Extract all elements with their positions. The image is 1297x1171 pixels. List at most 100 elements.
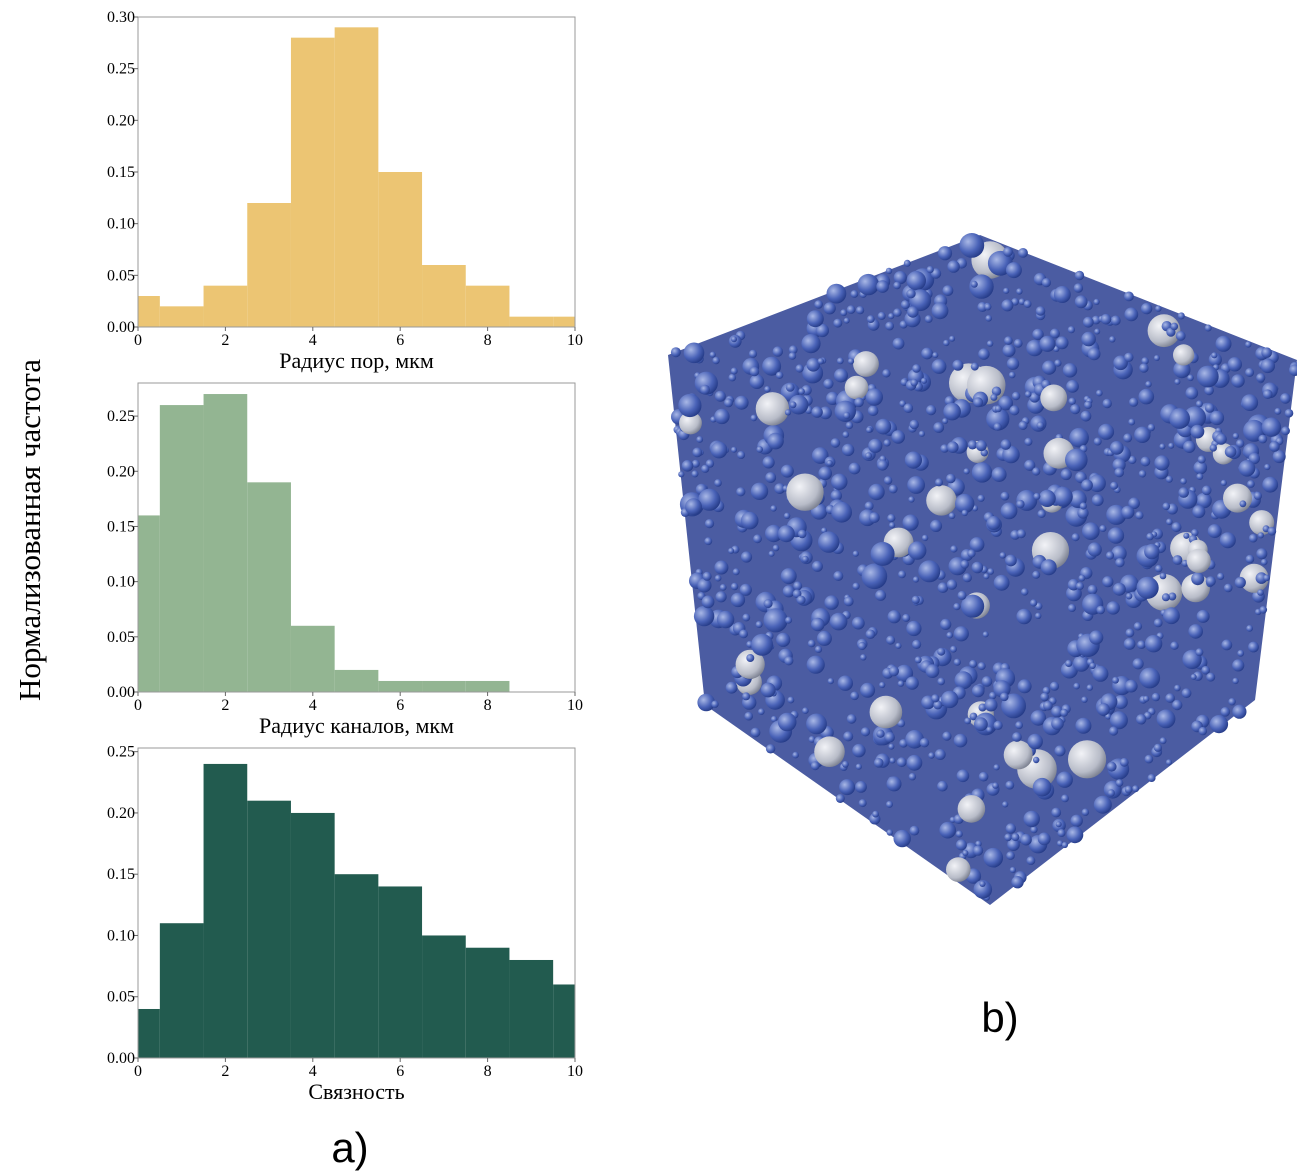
pore-sphere bbox=[702, 596, 715, 609]
pore-sphere bbox=[1062, 842, 1068, 848]
pore-sphere bbox=[1196, 648, 1204, 656]
pore-sphere bbox=[1039, 490, 1056, 507]
pore-sphere bbox=[919, 431, 925, 437]
pore-sphere bbox=[1139, 363, 1148, 372]
pore-sphere bbox=[1126, 593, 1133, 600]
pore-sphere bbox=[1261, 347, 1272, 358]
pore-sphere bbox=[1016, 609, 1031, 624]
pore-sphere bbox=[824, 595, 838, 609]
bar bbox=[291, 626, 335, 692]
pore-sphere bbox=[1012, 392, 1020, 400]
pore-sphere bbox=[731, 336, 737, 342]
pore-sphere bbox=[712, 357, 719, 364]
y-tick-label: 0.20 bbox=[107, 463, 135, 480]
pore-sphere bbox=[758, 708, 765, 715]
pore-sphere bbox=[1191, 674, 1197, 680]
pore-sphere bbox=[875, 590, 886, 601]
pore-sphere bbox=[731, 368, 738, 375]
pore-sphere bbox=[705, 519, 714, 528]
pore-sphere bbox=[1110, 482, 1118, 490]
pore-sphere bbox=[1027, 856, 1036, 865]
pore-sphere bbox=[943, 403, 961, 421]
pore-sphere bbox=[1068, 326, 1075, 333]
pore-sphere bbox=[770, 505, 776, 511]
pore-sphere bbox=[947, 260, 959, 272]
pore-sphere bbox=[932, 302, 949, 319]
pore-sphere bbox=[1073, 655, 1090, 672]
pore-sphere bbox=[858, 274, 879, 295]
pore-sphere bbox=[773, 545, 780, 552]
pore-sphere bbox=[789, 352, 797, 360]
y-tick-label: 0.15 bbox=[107, 518, 135, 535]
pore-sphere bbox=[1239, 460, 1256, 477]
pore-sphere bbox=[1097, 703, 1110, 716]
pore-sphere bbox=[902, 614, 910, 622]
pore-sphere bbox=[1124, 353, 1133, 362]
pore-sphere bbox=[818, 467, 832, 481]
pore-sphere bbox=[1092, 666, 1108, 682]
pore-sphere bbox=[1032, 467, 1040, 475]
y-tick-label: 0.05 bbox=[107, 629, 135, 646]
pore-sphere bbox=[935, 749, 946, 760]
pore-sphere bbox=[715, 575, 722, 582]
pore-sphere bbox=[847, 305, 856, 314]
pore-sphere bbox=[972, 462, 992, 482]
pore-sphere bbox=[1051, 717, 1064, 730]
pore-sphere bbox=[908, 496, 914, 502]
pore-sphere bbox=[1032, 571, 1040, 579]
pore-sphere bbox=[773, 346, 783, 356]
pore-sphere bbox=[849, 463, 861, 475]
x-axis-label: Радиус пор, мкм bbox=[279, 348, 434, 373]
pore-sphere bbox=[867, 315, 875, 323]
pore-sphere bbox=[1004, 834, 1012, 842]
y-tick-label: 0.00 bbox=[107, 1050, 135, 1067]
pore-sphere bbox=[976, 440, 987, 451]
pore-sphere bbox=[1033, 757, 1039, 763]
pore-sphere bbox=[942, 732, 951, 741]
pore-sphere bbox=[1080, 502, 1087, 509]
pore-sphere bbox=[1081, 332, 1096, 347]
pore-sphere bbox=[1148, 774, 1156, 782]
pore-sphere bbox=[812, 561, 823, 572]
pore-sphere bbox=[1061, 469, 1072, 480]
pore-sphere bbox=[830, 613, 848, 631]
pore-sphere bbox=[1248, 642, 1259, 653]
pore-sphere bbox=[798, 530, 807, 539]
pore-sphere bbox=[1114, 468, 1124, 478]
x-tick-label: 8 bbox=[484, 1063, 492, 1080]
pore-sphere bbox=[1172, 522, 1182, 532]
pore-sphere bbox=[1081, 697, 1087, 703]
pore-sphere bbox=[1256, 373, 1265, 382]
pore-sphere bbox=[828, 678, 834, 684]
pore-sphere bbox=[888, 610, 901, 623]
pore-sphere bbox=[992, 467, 1007, 482]
bar bbox=[160, 405, 204, 692]
pore-sphere bbox=[1082, 522, 1100, 540]
x-tick-label: 10 bbox=[567, 332, 583, 349]
pore-sphere bbox=[737, 451, 745, 459]
pore-sphere bbox=[907, 306, 918, 317]
pore-sphere bbox=[793, 581, 802, 590]
pore-sphere bbox=[1145, 635, 1162, 652]
pore-sphere bbox=[814, 300, 823, 309]
pore-sphere bbox=[872, 811, 879, 818]
x-tick-label: 10 bbox=[567, 1063, 583, 1080]
pore-sphere bbox=[1036, 306, 1046, 316]
pore-sphere bbox=[915, 656, 922, 663]
pore-sphere bbox=[1196, 473, 1203, 480]
x-tick-label: 2 bbox=[221, 697, 229, 714]
pore-sphere bbox=[1281, 426, 1290, 435]
pore-sphere bbox=[1225, 446, 1237, 458]
pore-sphere bbox=[1018, 248, 1028, 258]
pore-sphere bbox=[886, 636, 895, 645]
pore-sphere bbox=[886, 268, 892, 274]
pore-sphere bbox=[1111, 316, 1121, 326]
pore-sphere bbox=[1232, 659, 1244, 671]
pore-sphere bbox=[786, 474, 823, 511]
pore-sphere bbox=[984, 303, 991, 310]
pore-sphere bbox=[1247, 480, 1255, 488]
pore-sphere bbox=[920, 738, 929, 747]
pore-sphere bbox=[987, 340, 993, 346]
pore-sphere bbox=[1135, 511, 1143, 519]
pore-sphere bbox=[889, 485, 898, 494]
